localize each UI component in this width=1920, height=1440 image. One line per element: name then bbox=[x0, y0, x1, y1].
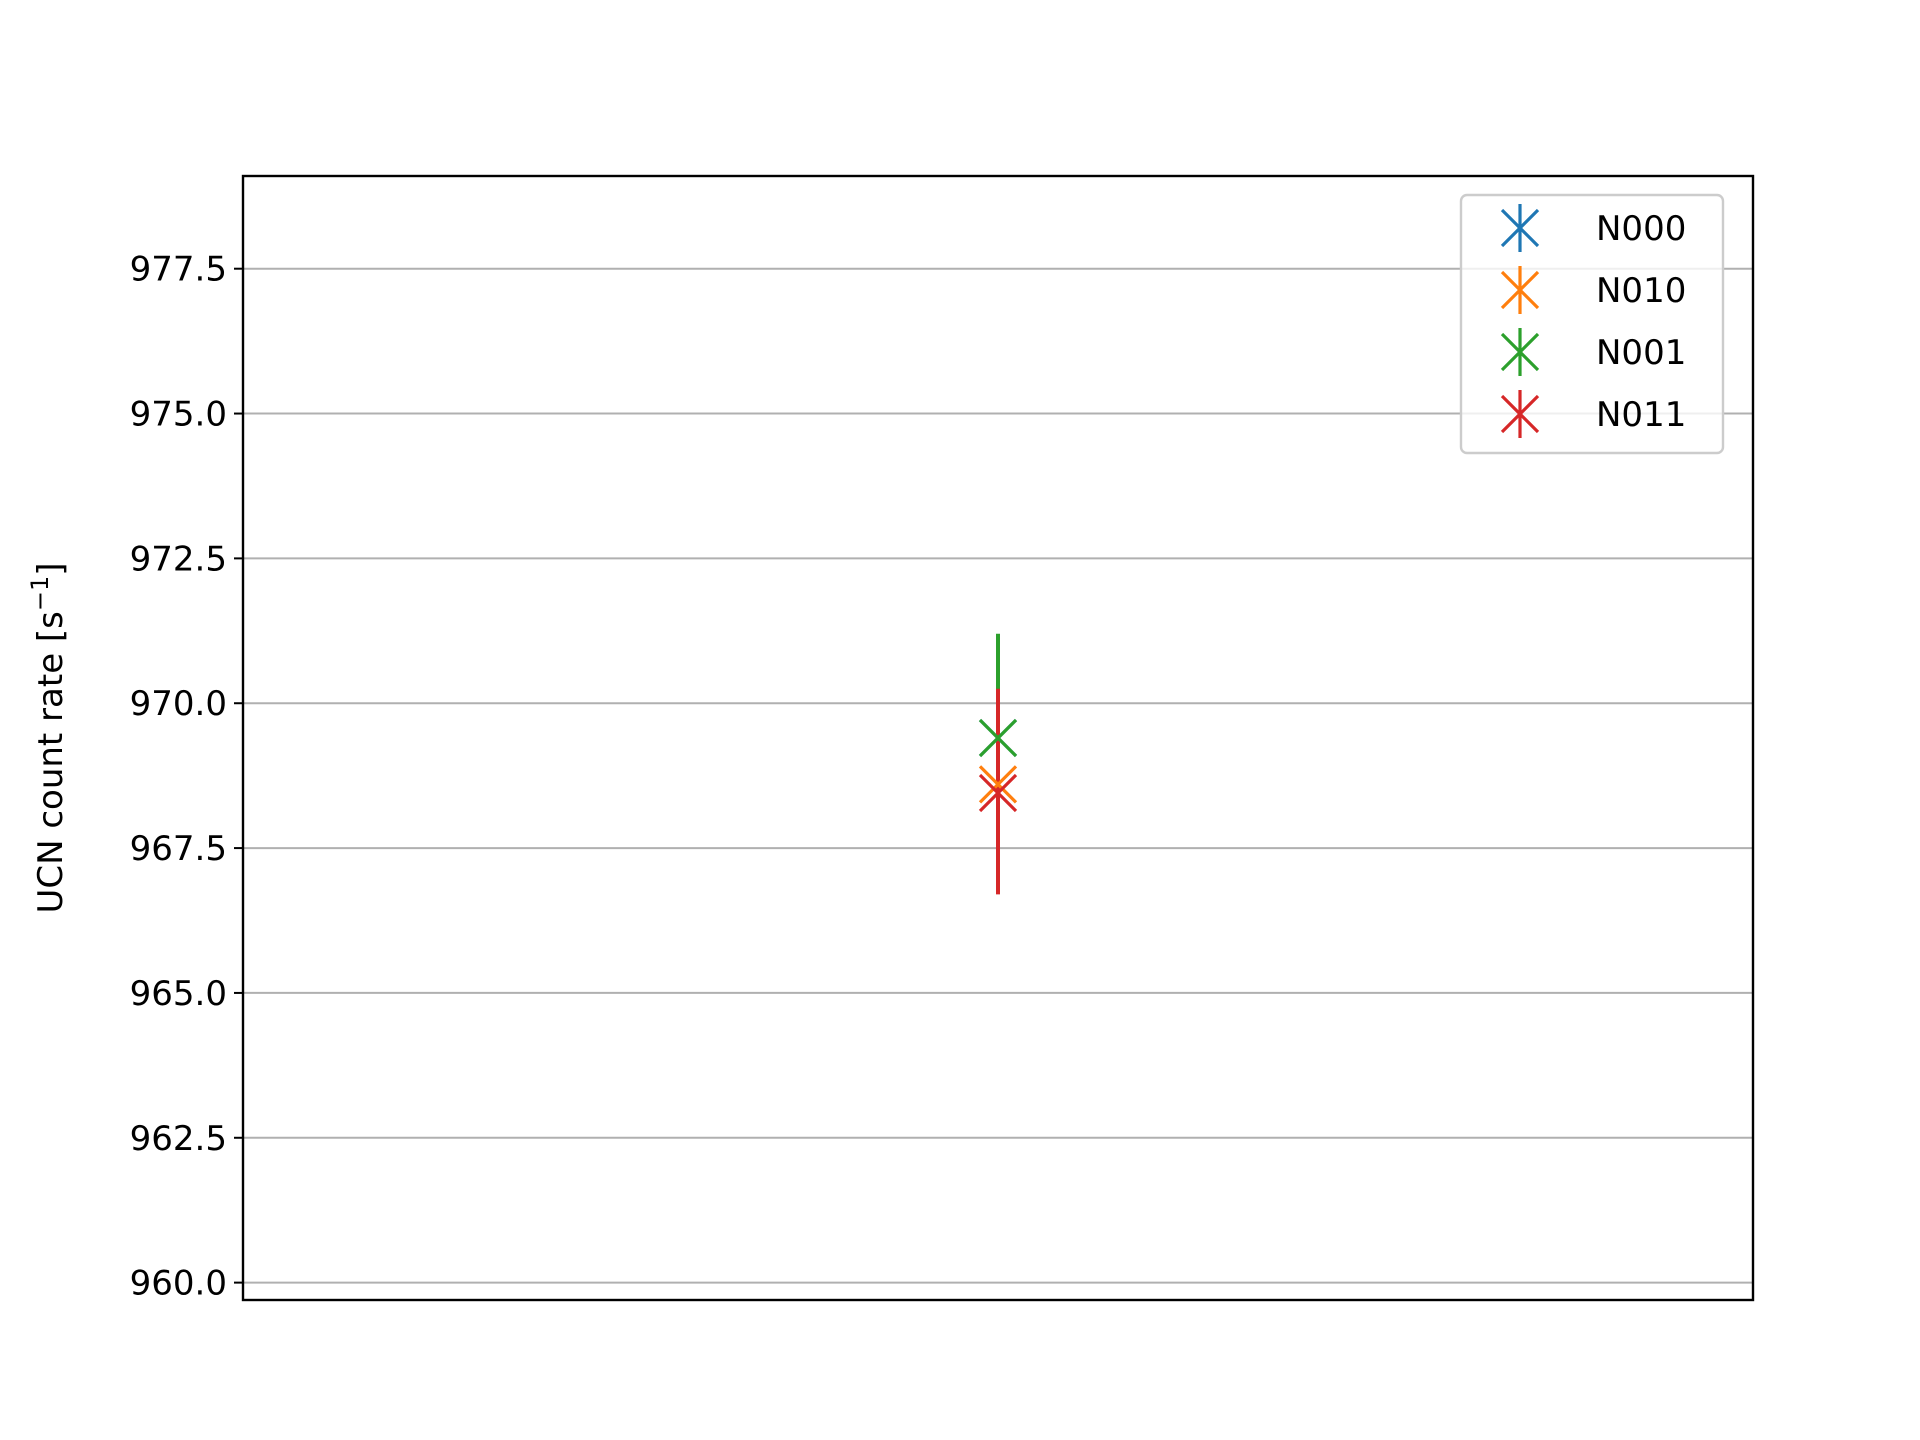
y-tick-label: 965.0 bbox=[130, 974, 227, 1014]
marker-stroke bbox=[978, 773, 1018, 813]
plot-area-frame bbox=[241, 174, 1755, 1302]
y-axis-label-superscript: −1 bbox=[26, 576, 54, 611]
y-axis-label-text: UCN count rate [s bbox=[31, 611, 71, 913]
data-layer bbox=[978, 633, 1018, 895]
y-axis-label-close: ] bbox=[31, 562, 71, 575]
legend-label: N000 bbox=[1596, 209, 1686, 249]
y-tick-label: 972.5 bbox=[130, 539, 227, 579]
legend-item-n000: N000 bbox=[1500, 204, 1686, 252]
y-axis-ticks: 960.0 962.5 965.0 967.5 970.0 972.5 975.0 977.5 bbox=[130, 250, 243, 1304]
y-tick-label: 967.5 bbox=[130, 829, 227, 869]
legend-marker-stroke bbox=[1500, 270, 1540, 310]
legend-box bbox=[1459, 193, 1725, 455]
legend-marker-stroke bbox=[1500, 208, 1540, 248]
y-tick-label: 960.0 bbox=[130, 1264, 227, 1304]
y-tick-label: 977.5 bbox=[130, 250, 227, 290]
y-axis-label: UCN count rate [s−1] bbox=[26, 562, 71, 913]
legend-label: N001 bbox=[1596, 333, 1686, 373]
y-tick-label: 962.5 bbox=[130, 1119, 227, 1159]
legend-label: N010 bbox=[1596, 271, 1686, 311]
legend-item-n001: N001 bbox=[1500, 328, 1686, 376]
marker-stroke bbox=[978, 718, 1018, 758]
y-tick-label: 970.0 bbox=[130, 684, 227, 724]
legend-label: N011 bbox=[1596, 395, 1686, 435]
legend-marker-stroke bbox=[1500, 394, 1540, 434]
marker-stroke bbox=[978, 765, 1018, 804]
legend: N000 N010 N001 N011 bbox=[1459, 193, 1725, 455]
legend-item-n011: N011 bbox=[1500, 390, 1686, 438]
legend-item-n010: N010 bbox=[1500, 266, 1686, 314]
y-tick-label: 975.0 bbox=[130, 395, 227, 435]
data-point-n011 bbox=[978, 773, 1018, 813]
legend-marker-stroke bbox=[1500, 332, 1540, 372]
data-point-n010 bbox=[978, 765, 1018, 804]
data-point-n001 bbox=[978, 718, 1018, 758]
